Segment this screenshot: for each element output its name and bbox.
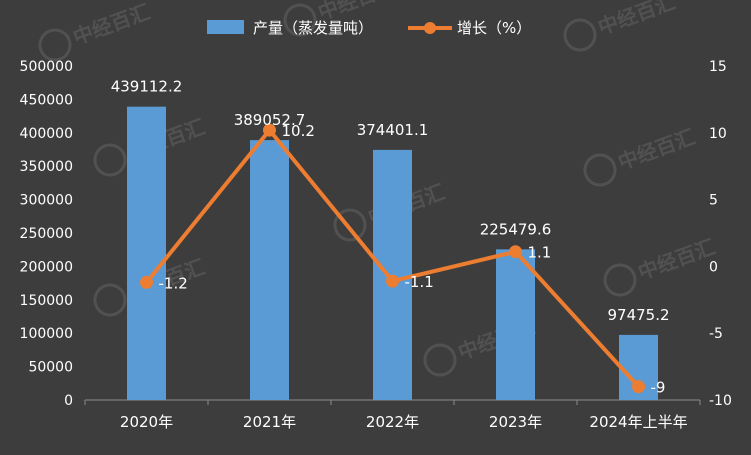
right-axis-tick-label: -5 — [709, 326, 723, 342]
watermark-logo-icon — [563, 18, 597, 52]
watermark-text: 中经百汇 — [635, 235, 718, 285]
watermark-text: 中经百汇 — [595, 0, 678, 39]
bar — [127, 106, 166, 401]
watermark-logo-icon — [38, 28, 72, 62]
line-point — [263, 123, 276, 137]
watermark-logo-icon — [333, 208, 367, 242]
legend-line-marker — [424, 22, 436, 34]
line-data-label: 1.1 — [528, 244, 552, 262]
bar — [496, 249, 535, 400]
left-axis-tick-label: 100000 — [20, 326, 73, 342]
watermark: 中经百汇 — [603, 235, 718, 297]
legend-bar-swatch — [207, 20, 244, 34]
bar-data-label: 389052.7 — [234, 111, 306, 129]
legend: 产量（蒸发量吨） 增长（%） — [207, 19, 531, 37]
watermark-logo-icon — [423, 343, 457, 377]
watermark: 中经百汇 — [38, 0, 153, 62]
legend-bar-label: 产量（蒸发量吨） — [253, 19, 373, 37]
x-axis-tick-label: 2023年 — [489, 413, 542, 431]
watermark-logo-icon — [603, 263, 637, 297]
line-layer — [140, 123, 645, 394]
left-axis-tick-label: 250000 — [20, 226, 73, 242]
bar — [250, 140, 289, 400]
watermark-text: 中经百汇 — [615, 125, 698, 175]
watermark: 中经百汇 — [583, 125, 698, 187]
line-data-label: 10.2 — [282, 122, 315, 140]
left-axis-tick-label: 500000 — [20, 59, 73, 75]
left-axis-tick-label: 200000 — [20, 259, 73, 275]
bar-data-label: 97475.2 — [607, 306, 669, 324]
watermark-text: 中经百汇 — [70, 0, 153, 49]
watermark-logo-icon — [93, 283, 127, 317]
watermark-logo-icon — [93, 143, 127, 177]
right-axis-tick-label: -10 — [709, 393, 732, 409]
left-axis-tick-label: 400000 — [20, 126, 73, 142]
labels-layer: 439112.2 389052.7 374401.1 225479.6 97475.2 -… — [111, 78, 670, 397]
bar-data-label: 439112.2 — [111, 78, 183, 96]
bar-data-label: 374401.1 — [357, 121, 429, 139]
left-axis-tick-label: 0 — [64, 393, 73, 409]
x-axis-tick-label: 2022年 — [366, 413, 419, 431]
line-data-label: -9 — [651, 379, 666, 397]
left-axis-tick-label: 450000 — [20, 92, 73, 108]
x-axis-tick-label: 2024年上半年 — [589, 413, 687, 431]
line-data-label: -1.2 — [159, 274, 188, 292]
line-point — [632, 380, 645, 394]
line-point — [386, 274, 399, 288]
bar-data-label: 225479.6 — [480, 220, 552, 238]
left-axis-tick-label: 300000 — [20, 193, 73, 209]
legend-line-label: 增长（%） — [457, 19, 531, 37]
watermark-logo-icon — [583, 153, 617, 187]
x-axis-tick-label: 2020年 — [120, 413, 173, 431]
right-axis-tick-label: 5 — [709, 193, 718, 209]
x-axis-tick-label: 2021年 — [243, 413, 296, 431]
watermark-logo-icon — [283, 3, 317, 37]
bars-layer — [127, 106, 658, 401]
left-axis-tick-label: 350000 — [20, 159, 73, 175]
left-axis-tick-label: 150000 — [20, 293, 73, 309]
right-axis-tick-label: 15 — [709, 59, 727, 75]
left-axis-tick-label: 50000 — [28, 360, 73, 376]
line-point — [140, 275, 153, 289]
watermark: 中经百汇 — [563, 0, 678, 52]
right-axis-tick-label: 10 — [709, 126, 727, 142]
right-axis-tick-label: 0 — [709, 259, 718, 275]
line-data-label: -1.1 — [405, 273, 434, 291]
axes-layer: 0 50000 100000 150000 200000 250000 300000 3500… — [20, 59, 732, 431]
line-point — [509, 245, 522, 259]
